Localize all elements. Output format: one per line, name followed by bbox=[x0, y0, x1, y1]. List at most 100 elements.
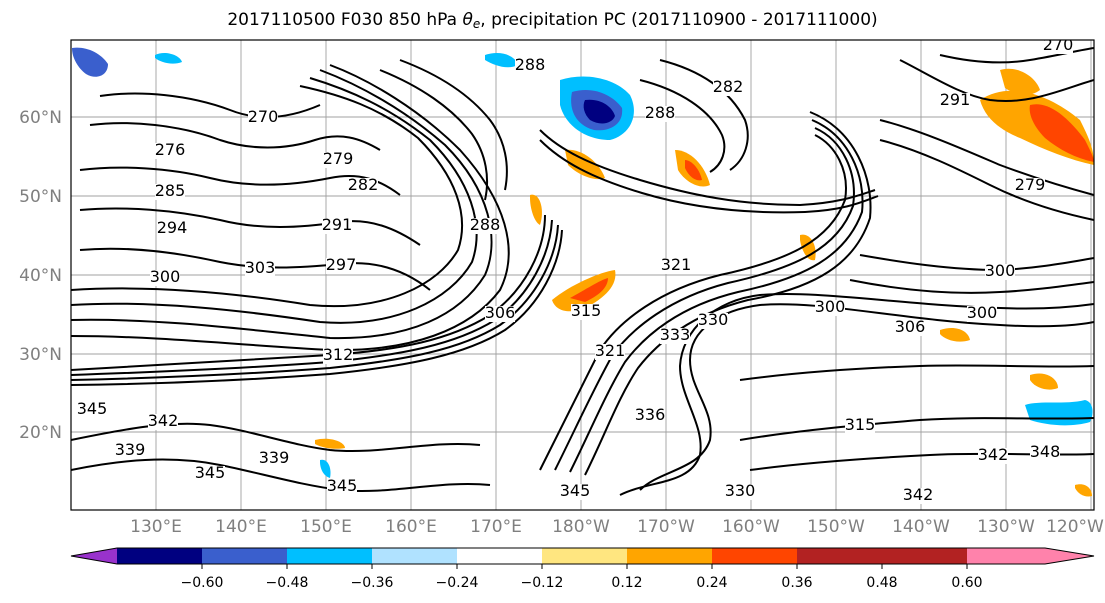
title-suffix: , precipitation PC (2017110900 - 2017111… bbox=[480, 10, 878, 30]
contour-label: 321 bbox=[595, 341, 626, 360]
colorbar-tick-label: 0.60 bbox=[951, 575, 982, 591]
lat-label: 30°N bbox=[19, 345, 62, 365]
lon-label: 180°W bbox=[552, 517, 610, 537]
theta-e-contours bbox=[71, 47, 1094, 496]
pc-positive-region bbox=[940, 328, 970, 342]
contour-label: 288 bbox=[515, 55, 546, 74]
contour-label-background bbox=[635, 408, 665, 424]
contour-label-background bbox=[195, 466, 225, 482]
title-theta: θ bbox=[462, 10, 473, 30]
contour-label: 279 bbox=[323, 149, 354, 168]
contour-label-background bbox=[1043, 40, 1073, 54]
contour-label-background bbox=[1015, 178, 1045, 194]
contour-label-background bbox=[155, 143, 185, 159]
contour-label: 330 bbox=[725, 481, 756, 500]
contour-label: 336 bbox=[635, 405, 666, 424]
contour-label-background bbox=[326, 258, 356, 274]
contour-label: 306 bbox=[895, 317, 926, 336]
contour-label-background bbox=[259, 451, 289, 467]
contour-label-background bbox=[485, 306, 515, 322]
contour-label-background bbox=[323, 348, 353, 364]
contour-label-background bbox=[322, 218, 352, 234]
contour-label: 276 bbox=[155, 140, 186, 159]
contour-label: 315 bbox=[845, 415, 876, 434]
lon-label: 170°W bbox=[637, 517, 695, 537]
contour-label: 279 bbox=[1015, 175, 1046, 194]
pc-positive-region bbox=[1029, 104, 1094, 162]
lat-label: 60°N bbox=[19, 108, 62, 128]
contour-label-background bbox=[248, 110, 278, 126]
pc-negative-region bbox=[72, 47, 108, 77]
colorbar-tick-label: 0.12 bbox=[611, 575, 642, 591]
pc-negative-region bbox=[155, 52, 182, 64]
lat-label: 40°N bbox=[19, 266, 62, 286]
colorbar-segment bbox=[372, 548, 457, 564]
colorbar-tick-label: −0.24 bbox=[436, 575, 479, 591]
pc-positive-region bbox=[530, 194, 542, 225]
contour-label-background bbox=[155, 184, 185, 200]
contour-label: 270 bbox=[248, 107, 279, 126]
contour-label-background bbox=[845, 418, 875, 434]
contour-label: 288 bbox=[645, 103, 676, 122]
contour-label-background bbox=[348, 178, 378, 194]
contour-label-background bbox=[470, 218, 500, 234]
colorbar-tick-label: 0.48 bbox=[866, 575, 897, 591]
lon-label: 170°E bbox=[470, 517, 522, 537]
contour-label: 333 bbox=[660, 325, 691, 344]
colorbar-ticks bbox=[201, 564, 968, 569]
contour-label: 345 bbox=[560, 481, 591, 500]
lon-label: 140°W bbox=[892, 517, 950, 537]
colorbar-segment bbox=[627, 548, 712, 564]
colorbar-segment bbox=[712, 548, 797, 564]
contour-label-background bbox=[660, 328, 690, 344]
contour-label: 291 bbox=[322, 215, 353, 234]
pc-negative-region bbox=[320, 459, 331, 478]
contour-label: 345 bbox=[327, 476, 358, 495]
contour-label: 312 bbox=[323, 345, 354, 364]
contour-label-background bbox=[698, 313, 728, 329]
pc-negative-region bbox=[485, 53, 518, 68]
longitude-axis: 130°E 140°E 150°E 160°E 170°E 180°W 170°… bbox=[130, 517, 1104, 537]
contour-label: 282 bbox=[713, 77, 744, 96]
contour-label-background bbox=[713, 80, 743, 96]
colorbar-segment bbox=[797, 548, 882, 564]
lon-label: 140°E bbox=[215, 517, 267, 537]
lat-label: 50°N bbox=[19, 187, 62, 207]
contour-label-background bbox=[1030, 445, 1060, 461]
colorbar-outline bbox=[70, 547, 1095, 565]
contour-label-background bbox=[245, 261, 275, 277]
map-frame bbox=[70, 39, 1095, 511]
colorbar-tick-label: 0.24 bbox=[696, 575, 727, 591]
map-title: 2017110500 F030 850 hPa θe, precipitatio… bbox=[0, 10, 1105, 31]
contour-label: 300 bbox=[815, 297, 846, 316]
contour-label-background bbox=[571, 304, 601, 320]
colorbar-segment bbox=[202, 548, 287, 564]
colorbar-tick-label: −0.60 bbox=[181, 575, 224, 591]
colorbar-segment bbox=[287, 548, 372, 564]
lon-label: 160°E bbox=[385, 517, 437, 537]
pc-positive-region bbox=[1075, 484, 1092, 497]
lon-label: 120°W bbox=[1046, 517, 1104, 537]
contour-label: 282 bbox=[348, 175, 379, 194]
contour-label-background bbox=[327, 479, 357, 495]
contour-label-background bbox=[77, 402, 107, 418]
colorbar-tick-label: 0.36 bbox=[781, 575, 812, 591]
contour-label: 303 bbox=[245, 258, 276, 277]
pc-positive-region bbox=[565, 149, 605, 180]
contour-label: 297 bbox=[326, 255, 357, 274]
contour-label: 291 bbox=[940, 90, 971, 109]
contour-label-background bbox=[940, 93, 970, 109]
contour-label-background bbox=[645, 106, 675, 122]
contour-labels: 270 276 279 282 285 294 291 297 303 300 288 306 312 3… bbox=[77, 40, 1073, 504]
contour-label-background bbox=[661, 258, 691, 274]
contour-label-background bbox=[967, 306, 997, 322]
pc-positive-region bbox=[315, 438, 345, 449]
contour-label: 294 bbox=[157, 218, 188, 237]
contour-label-background bbox=[157, 221, 187, 237]
title-theta-subscript: e bbox=[472, 17, 481, 31]
contour-label: 345 bbox=[77, 399, 108, 418]
colorbar-segment bbox=[117, 548, 202, 564]
contour-label-background bbox=[515, 58, 545, 74]
contour-label: 300 bbox=[150, 267, 181, 286]
colorbar-extend-high bbox=[967, 548, 1094, 564]
